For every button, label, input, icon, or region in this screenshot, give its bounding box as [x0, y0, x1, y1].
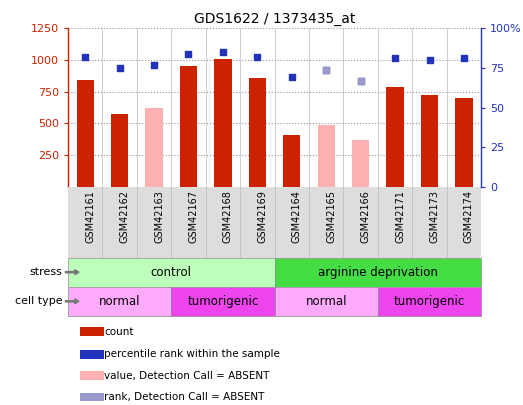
- Bar: [76, 80, 94, 187]
- Text: GSM42173: GSM42173: [429, 190, 439, 243]
- Bar: [275, 287, 378, 316]
- Bar: [172, 287, 275, 316]
- Point: [460, 55, 468, 62]
- Text: count: count: [105, 327, 134, 337]
- Point: [357, 77, 365, 84]
- Text: GSM42165: GSM42165: [326, 190, 336, 243]
- Text: normal: normal: [305, 295, 347, 308]
- Text: GSM42167: GSM42167: [188, 190, 199, 243]
- Bar: [68, 258, 275, 287]
- Text: GSM42161: GSM42161: [85, 190, 95, 243]
- Text: GSM42169: GSM42169: [257, 190, 267, 243]
- Text: percentile rank within the sample: percentile rank within the sample: [105, 349, 280, 359]
- Bar: [352, 140, 369, 187]
- Text: GSM42164: GSM42164: [292, 190, 302, 243]
- Point: [150, 62, 158, 68]
- Point: [322, 66, 331, 73]
- Bar: [68, 287, 172, 316]
- Text: arginine deprivation: arginine deprivation: [318, 266, 438, 279]
- Bar: [81, 392, 105, 401]
- Text: control: control: [151, 266, 192, 279]
- Bar: [249, 79, 266, 187]
- Bar: [421, 96, 438, 187]
- Bar: [180, 66, 197, 187]
- Bar: [81, 371, 105, 380]
- Bar: [81, 350, 105, 359]
- Point: [184, 51, 192, 57]
- Bar: [456, 98, 473, 187]
- Point: [425, 57, 434, 63]
- Bar: [145, 108, 163, 187]
- Text: GSM42174: GSM42174: [464, 190, 474, 243]
- Text: tumorigenic: tumorigenic: [394, 295, 465, 308]
- Bar: [283, 135, 300, 187]
- Point: [322, 66, 331, 73]
- Title: GDS1622 / 1373435_at: GDS1622 / 1373435_at: [194, 12, 355, 26]
- Bar: [317, 125, 335, 187]
- Text: rank, Detection Call = ABSENT: rank, Detection Call = ABSENT: [105, 392, 265, 402]
- Text: GSM42162: GSM42162: [120, 190, 130, 243]
- Text: GSM42168: GSM42168: [223, 190, 233, 243]
- Point: [253, 53, 262, 60]
- Point: [81, 53, 89, 60]
- Text: GSM42163: GSM42163: [154, 190, 164, 243]
- Text: value, Detection Call = ABSENT: value, Detection Call = ABSENT: [105, 371, 270, 381]
- Text: cell type: cell type: [15, 296, 63, 306]
- Bar: [386, 87, 404, 187]
- Point: [357, 77, 365, 84]
- Point: [288, 74, 296, 81]
- Point: [219, 49, 227, 55]
- Text: GSM42171: GSM42171: [395, 190, 405, 243]
- Text: GSM42166: GSM42166: [361, 190, 371, 243]
- Text: stress: stress: [30, 267, 63, 277]
- Bar: [378, 287, 481, 316]
- Bar: [81, 328, 105, 337]
- Bar: [111, 115, 128, 187]
- Bar: [275, 258, 481, 287]
- Point: [391, 55, 399, 62]
- Text: normal: normal: [99, 295, 140, 308]
- Bar: [214, 60, 232, 187]
- Text: tumorigenic: tumorigenic: [187, 295, 258, 308]
- Point: [116, 65, 124, 71]
